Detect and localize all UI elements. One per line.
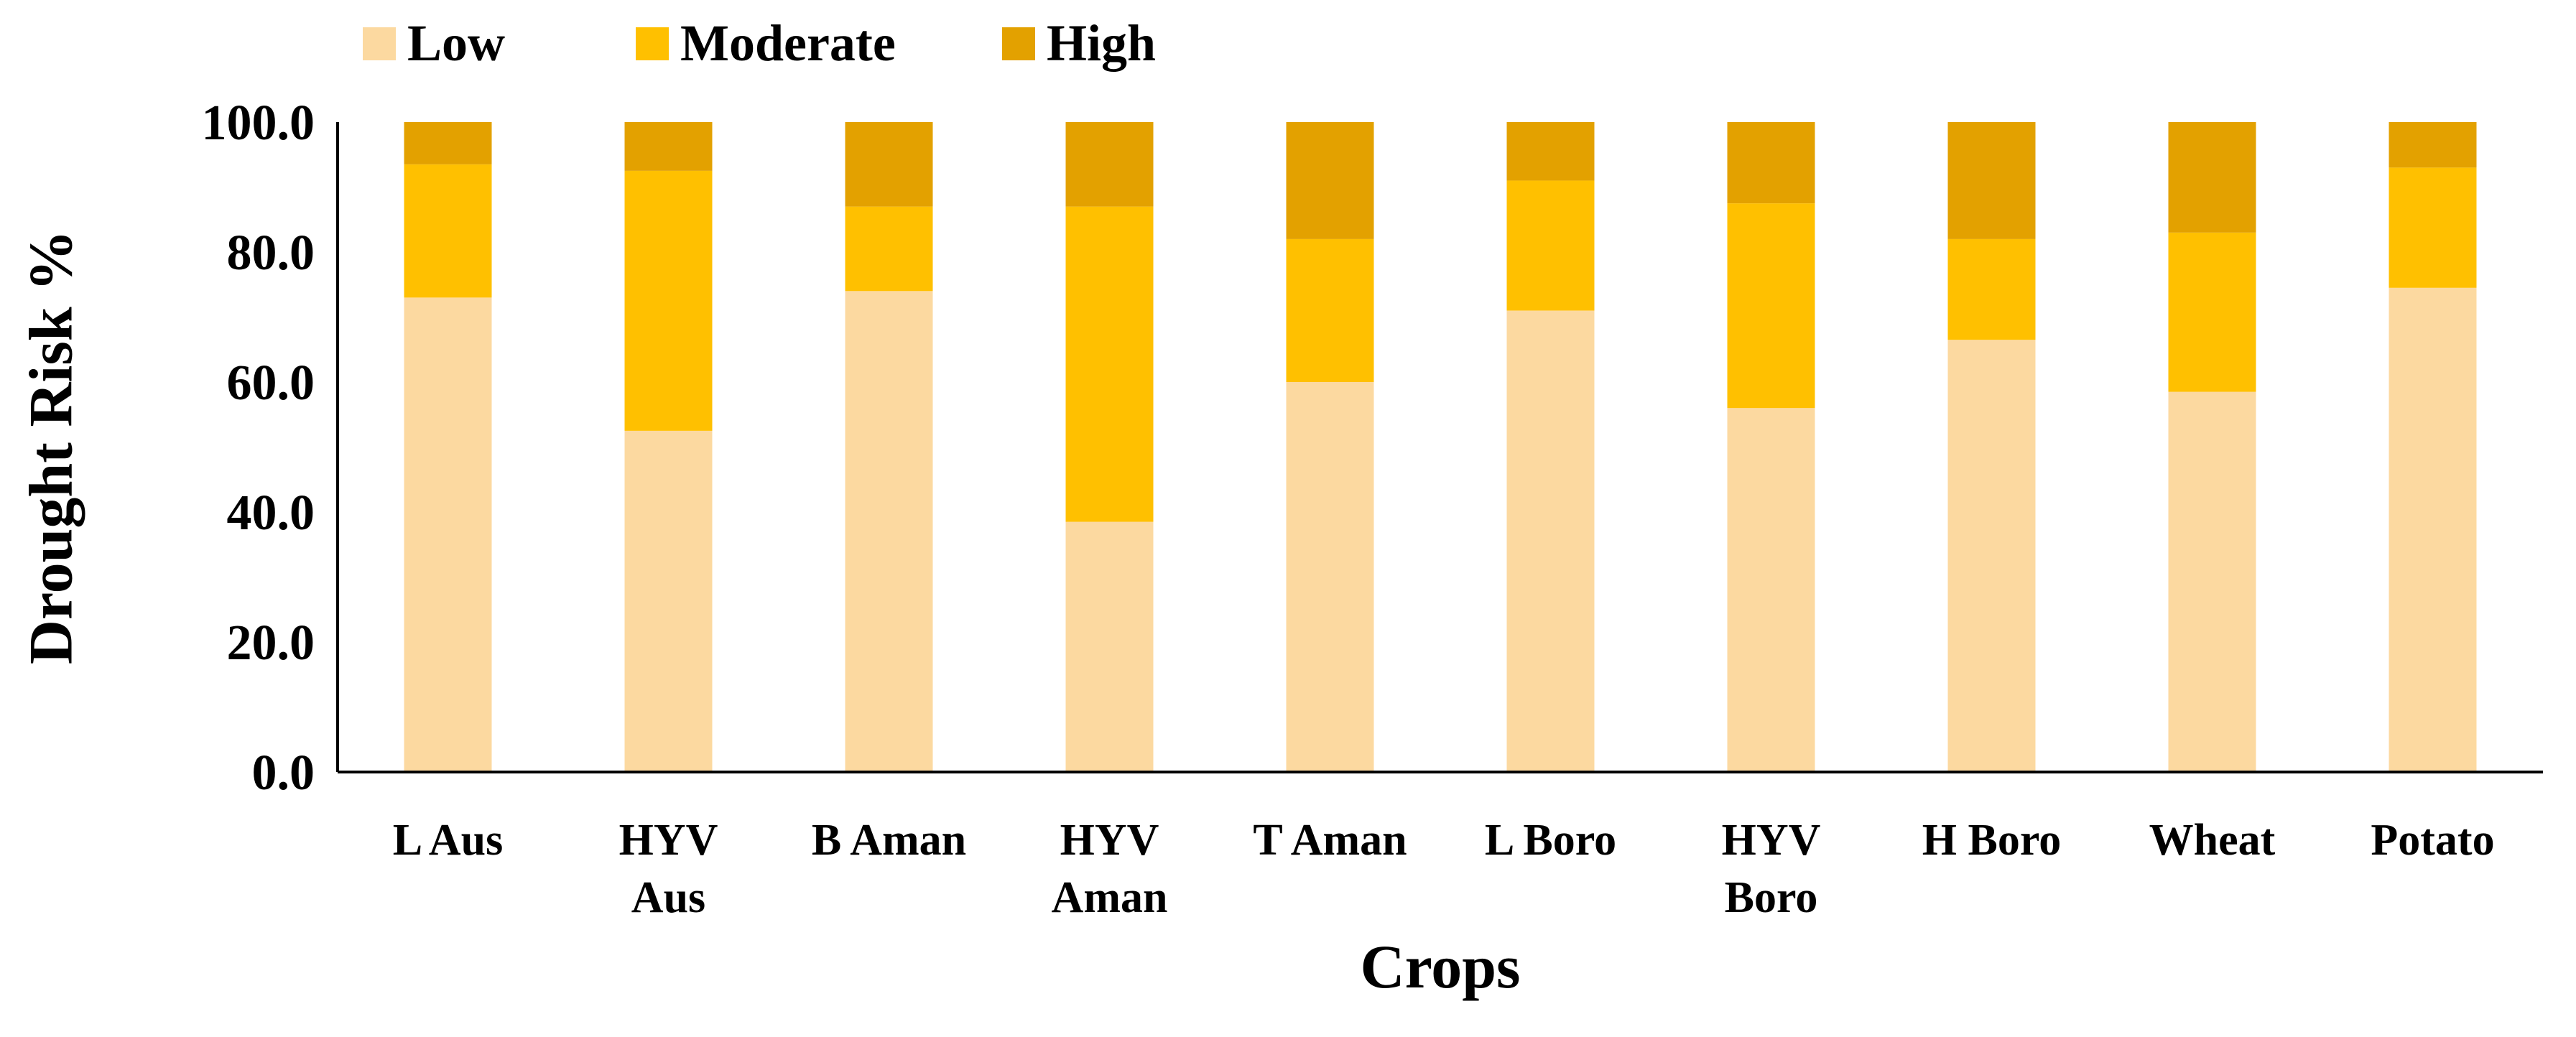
bar-high-l-boro	[1506, 122, 1595, 181]
x-category-label: HYV Aman	[1052, 816, 1168, 922]
axes-group	[336, 122, 2543, 773]
legend-swatch-high	[1002, 27, 1035, 60]
y-tick-label: 20.0	[227, 615, 315, 671]
x-category-label: Wheat	[2149, 816, 2276, 865]
bar-moderate-hyv-aus	[624, 170, 713, 431]
bar-moderate-hyv-boro	[1727, 203, 1815, 409]
x-category-label: L Aus	[393, 816, 503, 865]
bar-low-b-aman	[845, 291, 933, 772]
bar-low-t-aman	[1286, 382, 1374, 772]
bar-high-hyv-aus	[624, 122, 713, 171]
bar-high-potato	[2389, 122, 2477, 168]
bar-high-l-aus	[404, 122, 492, 164]
x-category-label: B Aman	[812, 816, 966, 865]
bar-moderate-b-aman	[845, 206, 933, 292]
bar-low-hyv-aus	[624, 430, 713, 772]
x-category-label: Potato	[2371, 816, 2494, 865]
x-category-label: L Boro	[1485, 816, 1616, 865]
legend-swatch-moderate	[636, 27, 669, 60]
x-axis-title: Crops	[1360, 932, 1520, 1001]
x-category-label: HYV Boro	[1722, 816, 1821, 922]
bar-high-h-boro	[1947, 122, 2036, 239]
bar-low-l-aus	[404, 297, 492, 773]
y-tick-label: 80.0	[227, 225, 315, 281]
bar-moderate-l-aus	[404, 164, 492, 298]
legend-item-low: Low	[363, 14, 505, 72]
bar-moderate-h-boro	[1947, 238, 2036, 340]
bar-high-b-aman	[845, 122, 933, 207]
legend-item-moderate: Moderate	[636, 14, 896, 72]
bars-group	[404, 122, 2477, 773]
y-axis-title: Drought Risk %	[17, 230, 85, 664]
bar-high-hyv-boro	[1727, 122, 1815, 204]
y-ticks-group: 0.0 20.0 40.0 60.0 80.0 100.0	[202, 96, 315, 801]
legend-label-high: High	[1047, 14, 1156, 72]
bar-high-wheat	[2168, 122, 2256, 233]
bar-high-t-aman	[1286, 122, 1374, 239]
y-tick-label: 60.0	[227, 355, 315, 411]
bar-low-l-boro	[1506, 310, 1595, 772]
bar-high-hyv-aman	[1065, 122, 1154, 207]
bar-moderate-l-boro	[1506, 180, 1595, 311]
bar-low-hyv-boro	[1727, 408, 1815, 772]
bar-low-hyv-aman	[1065, 521, 1154, 772]
bar-low-h-boro	[1947, 340, 2036, 772]
x-category-label: T Aman	[1253, 816, 1407, 865]
x-category-label: H Boro	[1922, 816, 2061, 865]
y-tick-label: 0.0	[252, 745, 315, 801]
legend: Low Moderate High	[363, 14, 1156, 72]
bar-low-potato	[2389, 287, 2477, 772]
bar-moderate-hyv-aman	[1065, 206, 1154, 522]
y-tick-label: 40.0	[227, 485, 315, 541]
y-tick-label: 100.0	[202, 96, 315, 151]
x-category-label: HYV Aus	[619, 816, 718, 922]
legend-swatch-low	[363, 27, 396, 60]
legend-item-high: High	[1002, 14, 1156, 72]
bar-moderate-wheat	[2168, 232, 2256, 392]
x-category-labels: L Aus HYV Aus B Aman HYV Aman T Aman L Boro HYV B…	[393, 816, 2495, 922]
bar-moderate-potato	[2389, 167, 2477, 288]
legend-label-low: Low	[407, 14, 505, 72]
bar-low-wheat	[2168, 391, 2256, 772]
bar-moderate-t-aman	[1286, 238, 1374, 382]
legend-label-moderate: Moderate	[680, 14, 896, 72]
